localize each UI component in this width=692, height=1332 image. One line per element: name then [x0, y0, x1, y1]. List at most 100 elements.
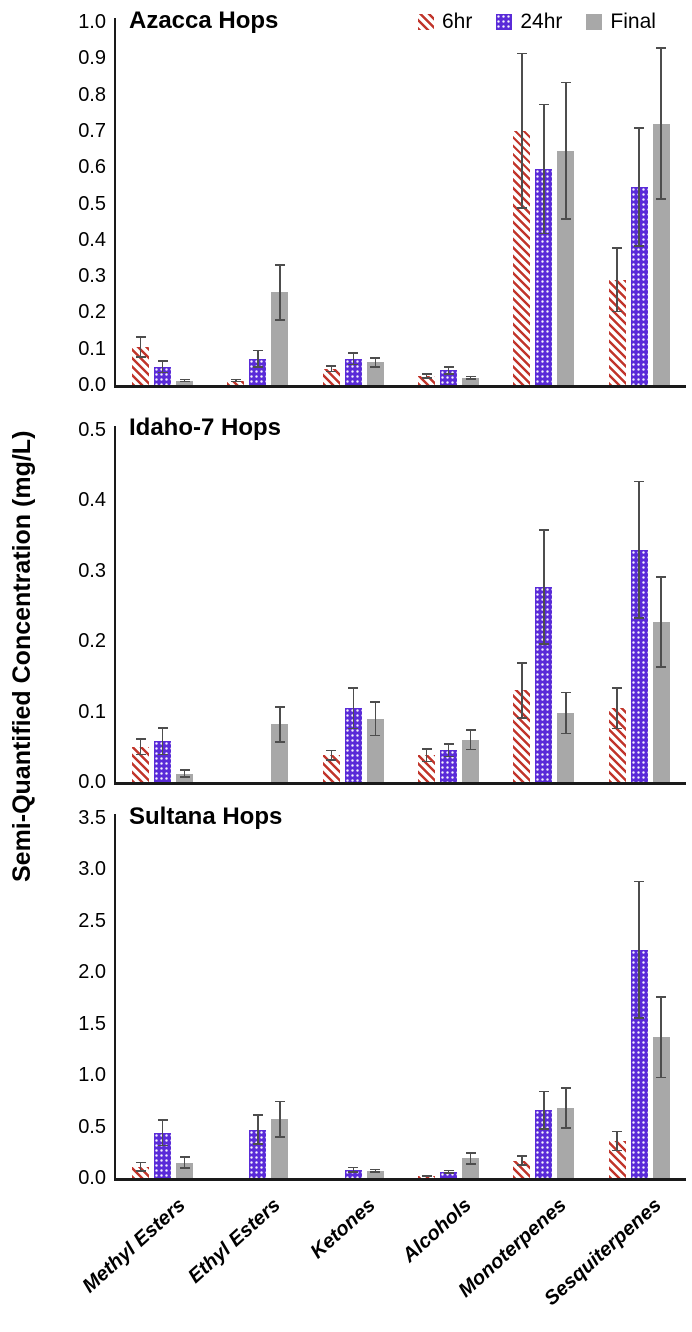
error-bar-cap — [157, 360, 168, 362]
error-bar-stem — [521, 52, 523, 209]
error-bar-stem — [469, 1152, 472, 1165]
error-bar-stem — [469, 375, 472, 380]
error-bar-stem — [279, 1100, 281, 1138]
bar-6hr-sesquiterpenes — [608, 279, 626, 385]
bar-final-ethyl-esters — [271, 292, 289, 385]
y-tick-label: 0.3 — [78, 265, 106, 288]
error-bar-final-ethyl-esters — [274, 264, 285, 321]
error-bar-24hr-ethyl-esters — [252, 1114, 263, 1146]
error-bar-24hr-ethyl-esters — [252, 349, 263, 368]
error-bar-stem — [139, 1161, 142, 1172]
bar-24hr-sesquiterpenes — [630, 549, 648, 782]
error-bar-stem — [330, 749, 332, 761]
error-bar-stem — [565, 691, 567, 735]
panel-title-sultana: Sultana Hops — [129, 803, 283, 830]
error-bar-stem — [279, 705, 281, 743]
bar-24hr-ketones — [344, 708, 362, 782]
error-bar-cap — [370, 357, 381, 359]
error-bar-stem — [257, 349, 259, 368]
error-bar-24hr-sesquiterpenes — [634, 880, 645, 1019]
error-bar-cap — [516, 1164, 527, 1166]
error-bar-final-monoterpenes — [560, 81, 571, 220]
error-bar-cap — [634, 480, 645, 483]
error-bar-cap — [370, 366, 381, 368]
error-bar-cap — [538, 103, 549, 106]
error-bar-24hr-ketones — [348, 686, 359, 730]
error-bar-stem — [616, 1130, 618, 1152]
error-bar-24hr-sesquiterpenes — [634, 480, 645, 619]
error-bar-24hr-alcohols — [443, 1169, 454, 1174]
y-tick-label: 0.9 — [78, 47, 106, 70]
error-bar-24hr-ketones — [348, 1166, 359, 1173]
error-bar-6hr-sesquiterpenes — [612, 686, 623, 730]
bar-6hr-ketones — [322, 755, 340, 782]
bar-6hr-alcohols — [418, 375, 436, 385]
error-bar-cap — [135, 1161, 146, 1164]
bar-24hr-ethyl-esters — [249, 358, 267, 385]
y-axis-line — [114, 426, 116, 784]
error-bar-cap — [421, 760, 432, 763]
error-bar-6hr-methyl-esters — [135, 738, 146, 756]
error-bar-6hr-ethyl-esters — [230, 378, 241, 383]
error-bar-cap — [656, 576, 667, 579]
error-bar-cap — [179, 1167, 190, 1169]
error-bar-cap — [560, 732, 571, 735]
bar-final-sesquiterpenes — [652, 123, 670, 385]
y-tick-label: 0.4 — [78, 489, 106, 512]
error-bar-stem — [425, 373, 428, 379]
error-bar-stem — [279, 264, 281, 321]
panel-title-idaho7: Idaho-7 Hops — [129, 414, 282, 441]
error-bar-final-ketones — [370, 357, 381, 368]
error-bar-cap — [370, 1171, 381, 1173]
y-tick-label: 0.0 — [78, 1167, 106, 1189]
error-bar-stem — [374, 357, 376, 368]
error-bar-cap — [326, 365, 337, 367]
bar-24hr-sesquiterpenes — [630, 187, 648, 385]
error-bar-cap — [465, 1152, 476, 1154]
error-bar-cap — [348, 686, 359, 689]
y-tick-label: 2.0 — [78, 961, 106, 984]
error-bar-stem — [447, 366, 450, 375]
error-bar-6hr-alcohols — [421, 373, 432, 379]
bar-final-monoterpenes — [557, 1108, 575, 1178]
error-bar-24hr-alcohols — [443, 743, 454, 758]
error-bar-stem — [425, 748, 428, 763]
error-bar-final-monoterpenes — [560, 1087, 571, 1129]
y-tick-label: 0.5 — [78, 1115, 106, 1138]
error-bar-cap — [274, 319, 285, 321]
error-bar-stem — [374, 701, 376, 737]
error-bar-cap — [370, 734, 381, 737]
error-bar-stem — [352, 1166, 354, 1173]
y-tick-label: 0.1 — [78, 700, 106, 723]
error-bar-stem — [638, 127, 640, 248]
bar-6hr-alcohols — [418, 1175, 436, 1178]
error-bar-cap — [634, 1016, 645, 1019]
error-bar-cap — [656, 198, 667, 200]
red-hatch-swatch-icon — [418, 14, 434, 30]
error-bar-cap — [370, 701, 381, 703]
bar-24hr-alcohols — [440, 750, 458, 782]
error-bar-cap — [179, 769, 190, 771]
error-bar-cap — [157, 1144, 168, 1147]
error-bar-cap — [230, 380, 241, 383]
y-tick-label: 3.0 — [78, 858, 106, 881]
bar-6hr-sesquiterpenes — [608, 708, 626, 782]
error-bar-cap — [326, 370, 337, 373]
error-bar-stem — [660, 576, 662, 668]
bar-24hr-sesquiterpenes — [630, 949, 648, 1178]
error-bar-cap — [135, 753, 146, 756]
bar-6hr-ketones — [322, 368, 340, 385]
y-tick-label: 0.1 — [78, 337, 106, 360]
error-bar-final-monoterpenes — [560, 691, 571, 735]
error-bar-cap — [348, 352, 359, 354]
error-bar-cap — [443, 373, 454, 375]
error-bar-final-ethyl-esters — [274, 1100, 285, 1138]
error-bar-cap — [538, 232, 549, 235]
error-bar-final-methyl-esters — [179, 769, 190, 778]
error-bar-cap — [370, 1168, 381, 1171]
error-bar-stem — [161, 360, 164, 374]
error-bar-cap — [274, 1136, 285, 1138]
bar-final-ethyl-esters — [271, 724, 289, 782]
error-bar-cap — [179, 776, 190, 778]
